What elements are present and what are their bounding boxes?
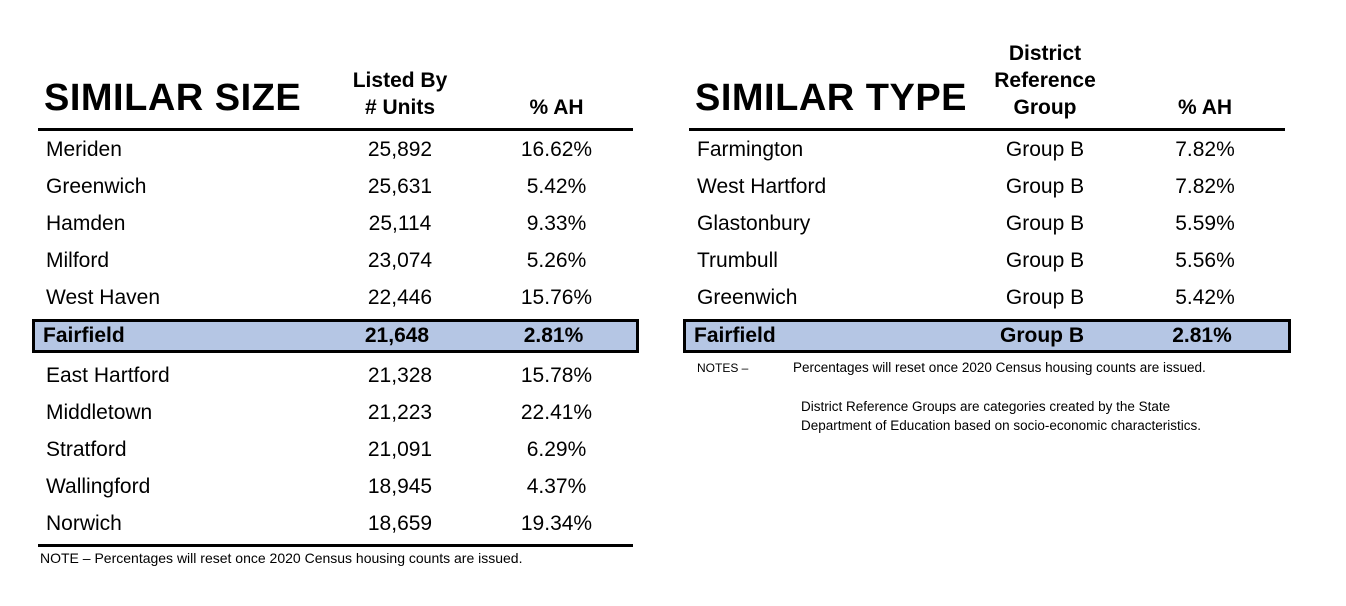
town-cell: Glastonbury <box>697 211 811 235</box>
units-cell: 22,446 <box>367 285 433 309</box>
column-header-units-line1: Listed By <box>352 69 448 92</box>
similar-type-notes: NOTES – Percentages will reset once 2020… <box>689 359 1285 435</box>
pct-cell: 22.41% <box>520 400 593 424</box>
pct-cell: 2.81% <box>1172 324 1232 347</box>
similar-type-table: SIMILAR TYPE District Reference Group % … <box>683 0 1291 435</box>
town-cell: Greenwich <box>697 285 798 309</box>
town-cell: West Hartford <box>697 174 827 198</box>
table-row: East Hartford 21,328 15.78% <box>38 357 633 394</box>
town-cell: West Haven <box>46 285 160 309</box>
pct-cell: 5.26% <box>526 248 587 272</box>
table-row: Milford 23,074 5.26% <box>38 242 633 279</box>
units-cell: 25,114 <box>368 211 432 235</box>
town-cell: Fairfield <box>43 324 125 347</box>
table-row: Glastonbury Group B 5.59% <box>689 205 1285 242</box>
town-cell: Greenwich <box>46 174 147 198</box>
similar-type-header: SIMILAR TYPE District Reference Group % … <box>689 0 1285 131</box>
similar-size-title: SIMILAR SIZE <box>44 77 302 119</box>
town-cell: Trumbull <box>697 248 778 272</box>
table-bottom-rule <box>38 544 633 547</box>
table-row: Greenwich 25,631 5.42% <box>38 168 633 205</box>
units-cell: 21,223 <box>367 400 433 424</box>
town-cell: Fairfield <box>694 324 776 347</box>
table-row: Trumbull Group B 5.56% <box>689 242 1285 279</box>
notes-line: NOTES – Percentages will reset once 2020… <box>689 359 1285 377</box>
group-cell: Group B <box>1005 137 1085 161</box>
town-cell: Hamden <box>46 211 126 235</box>
column-header-district-reference-group: District Reference Group <box>965 40 1125 121</box>
units-cell: 18,659 <box>367 511 433 535</box>
town-cell: Meriden <box>46 137 122 161</box>
units-cell: 21,648 <box>364 324 430 347</box>
table-row: West Haven 22,446 15.76% <box>38 279 633 316</box>
note-drg-explanation: District Reference Groups are categories… <box>801 399 1201 433</box>
units-cell: 23,074 <box>367 248 433 272</box>
pct-cell: 16.62% <box>520 137 593 161</box>
units-cell: 21,328 <box>367 363 433 387</box>
town-cell: Wallingford <box>46 474 151 498</box>
pct-cell: 7.82% <box>1175 174 1235 198</box>
town-cell: Milford <box>46 248 110 272</box>
column-header-units: Listed By # Units <box>320 67 480 121</box>
table-row: Stratford 21,091 6.29% <box>38 431 633 468</box>
group-cell: Group B <box>1000 324 1084 347</box>
town-cell: Farmington <box>697 137 804 161</box>
table-row: Meriden 25,892 16.62% <box>38 131 633 168</box>
group-cell: Group B <box>1005 248 1085 272</box>
town-cell: Norwich <box>46 511 122 535</box>
table-row: Farmington Group B 7.82% <box>689 131 1285 168</box>
table-row: Middletown 21,223 22.41% <box>38 394 633 431</box>
group-cell: Group B <box>1005 174 1085 198</box>
table-row: Norwich 18,659 19.34% <box>38 505 633 542</box>
pct-cell: 2.81% <box>523 324 584 347</box>
table-row: West Hartford Group B 7.82% <box>689 168 1285 205</box>
town-cell: Middletown <box>46 400 153 424</box>
pct-cell: 15.76% <box>520 285 593 309</box>
table-row: Greenwich Group B 5.42% <box>689 279 1285 316</box>
pct-cell: 5.56% <box>1175 248 1235 272</box>
column-header-pct-ah: % AH <box>1177 96 1233 119</box>
column-header-drg-line2: Reference <box>994 69 1096 92</box>
table-row: Wallingford 18,945 4.37% <box>38 468 633 505</box>
pct-cell: 5.42% <box>1175 285 1235 309</box>
group-cell: Group B <box>1005 285 1085 309</box>
town-cell: Stratford <box>46 437 127 461</box>
pct-cell: 5.59% <box>1175 211 1235 235</box>
pct-cell: 15.78% <box>520 363 593 387</box>
units-cell: 18,945 <box>367 474 433 498</box>
pct-cell: 9.33% <box>526 211 587 235</box>
pct-cell: 5.42% <box>526 174 587 198</box>
highlighted-row-fairfield: Fairfield 21,648 2.81% <box>32 319 639 353</box>
pct-cell: 6.29% <box>526 437 587 461</box>
group-cell: Group B <box>1005 211 1085 235</box>
town-cell: East Hartford <box>46 363 170 387</box>
highlighted-row-fairfield: Fairfield Group B 2.81% <box>683 319 1291 353</box>
similar-type-title: SIMILAR TYPE <box>695 77 968 119</box>
column-header-drg-line1: District <box>1008 42 1082 65</box>
similar-size-header: SIMILAR SIZE Listed By # Units % AH <box>38 0 633 131</box>
similar-size-note: NOTE – Percentages will reset once 2020 … <box>40 550 523 566</box>
column-header-pct-ah: % AH <box>529 96 584 119</box>
column-header-drg-line3: Group <box>1013 96 1077 119</box>
column-header-units-line2: # Units <box>364 96 435 119</box>
note-census: Percentages will reset once 2020 Census … <box>793 360 1206 375</box>
pct-cell: 4.37% <box>526 474 587 498</box>
pct-cell: 19.34% <box>520 511 593 535</box>
units-cell: 25,631 <box>367 174 433 198</box>
units-cell: 21,091 <box>367 437 433 461</box>
pct-cell: 7.82% <box>1175 137 1235 161</box>
table-row: Hamden 25,114 9.33% <box>38 205 633 242</box>
notes-label: NOTES – <box>697 361 749 375</box>
similar-size-table: SIMILAR SIZE Listed By # Units % AH Meri… <box>32 0 639 567</box>
units-cell: 25,892 <box>367 137 433 161</box>
